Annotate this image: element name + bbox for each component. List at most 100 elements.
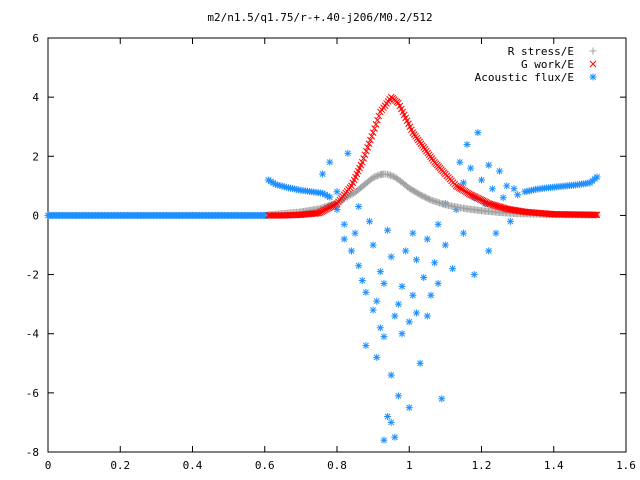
acoustic-flux-point [456, 158, 464, 166]
acoustic-flux-point [369, 306, 377, 314]
acoustic-flux-point [467, 164, 475, 172]
acoustic-flux-point [438, 395, 446, 403]
g-work-point [593, 211, 601, 219]
g-work-point [358, 158, 366, 166]
acoustic-flux-point [344, 149, 352, 157]
acoustic-flux-point [391, 433, 399, 441]
acoustic-flux-point [514, 191, 522, 199]
y-tick-label: 6 [32, 32, 39, 45]
r-stress-point [373, 172, 381, 180]
acoustic-flux-point [412, 256, 420, 264]
acoustic-flux-point [319, 170, 327, 178]
acoustic-flux-point [420, 274, 428, 282]
g-work-point [362, 147, 370, 155]
acoustic-flux-point [333, 188, 341, 196]
g-work-point [374, 116, 381, 124]
series-acoustic-flux [44, 129, 601, 444]
acoustic-flux-point [434, 220, 442, 228]
axis-ticks [47, 37, 627, 453]
r-stress-point [368, 175, 376, 183]
y-tick-label: 2 [32, 150, 39, 163]
r-stress-point [369, 174, 377, 182]
legend-label: G work/E [521, 58, 574, 71]
acoustic-flux-point [503, 182, 511, 190]
acoustic-flux-point [405, 318, 413, 326]
acoustic-flux-point [434, 279, 442, 287]
chart-title: m2/n1.5/q1.75/r-+.40-j206/M0.2/512 [207, 11, 432, 24]
acoustic-flux-point [340, 235, 348, 243]
acoustic-flux-point [380, 333, 388, 341]
acoustic-flux-point [355, 262, 363, 270]
legend-label: R stress/E [508, 45, 574, 58]
series-g-work [265, 93, 601, 219]
acoustic-flux-point [326, 158, 334, 166]
r-stress-point [385, 171, 393, 179]
acoustic-flux-point [463, 140, 471, 148]
acoustic-flux-point [384, 226, 392, 234]
x-tick-label: 0.4 [183, 459, 203, 472]
acoustic-flux-point [394, 392, 402, 400]
g-work-point [375, 112, 383, 120]
g-work-point [369, 129, 377, 136]
acoustic-flux-point [340, 220, 348, 228]
acoustic-flux-point [431, 259, 439, 267]
g-work-point [361, 151, 369, 159]
legend-marker [589, 60, 597, 68]
g-work-point [312, 209, 320, 217]
acoustic-flux-point [409, 291, 417, 299]
acoustic-flux-point [485, 161, 493, 169]
axis-tick-labels: 0 0.2 0.4 0.6 0.8 1 1.2 1.4 1.6 6 4 2 0 -2 -4 -6 -8 [26, 32, 636, 472]
r-stress-point [372, 172, 380, 180]
acoustic-flux-point [510, 185, 518, 193]
acoustic-flux-point [402, 247, 410, 255]
x-tick-label: 1.6 [616, 459, 636, 472]
g-work-point [368, 132, 376, 140]
x-tick-label: 0.6 [255, 459, 275, 472]
acoustic-flux-point [387, 253, 395, 261]
acoustic-flux-point [409, 229, 417, 237]
acoustic-flux-point [593, 173, 601, 181]
acoustic-flux-point [412, 309, 420, 317]
acoustic-flux-point [391, 312, 399, 320]
acoustic-flux-point [488, 185, 496, 193]
y-tick-label: -6 [26, 387, 39, 400]
y-tick-label: 0 [32, 209, 39, 222]
acoustic-flux-point [441, 241, 449, 249]
acoustic-flux-point [398, 330, 406, 338]
acoustic-flux-point [478, 176, 485, 184]
r-stress-point [386, 171, 394, 179]
g-work-point [360, 155, 367, 162]
acoustic-flux-point [492, 229, 500, 237]
y-tick-label: -2 [26, 269, 39, 282]
x-tick-label: 0.2 [110, 459, 130, 472]
r-stress-point [389, 172, 397, 180]
g-work-point [367, 136, 374, 144]
acoustic-flux-point [496, 167, 504, 175]
acoustic-flux-point [394, 300, 402, 308]
legend-marker [589, 47, 597, 55]
r-stress-point [388, 172, 396, 180]
acoustic-flux-point [449, 265, 457, 273]
r-stress-point [384, 170, 392, 178]
legend-marker [589, 73, 597, 81]
x-tick-label: 1.4 [544, 459, 564, 472]
x-tick-label: 1.2 [472, 459, 492, 472]
acoustic-flux-point [326, 193, 334, 201]
plot-frame [47, 37, 627, 453]
g-work-point [590, 211, 598, 219]
acoustic-flux-point [376, 268, 384, 276]
acoustic-flux-point [355, 203, 363, 211]
acoustic-flux-point [358, 276, 366, 284]
acoustic-flux-point [499, 194, 507, 202]
acoustic-flux-point [405, 404, 413, 412]
g-work-point [371, 125, 378, 132]
acoustic-flux-point [362, 288, 370, 296]
acoustic-flux-point [398, 282, 406, 290]
x-tick-label: 0 [45, 459, 52, 472]
acoustic-flux-point [470, 271, 478, 279]
r-stress-point [371, 173, 379, 181]
acoustic-flux-point [387, 371, 395, 379]
y-tick-label: -4 [26, 328, 40, 341]
acoustic-flux-point [380, 436, 388, 444]
